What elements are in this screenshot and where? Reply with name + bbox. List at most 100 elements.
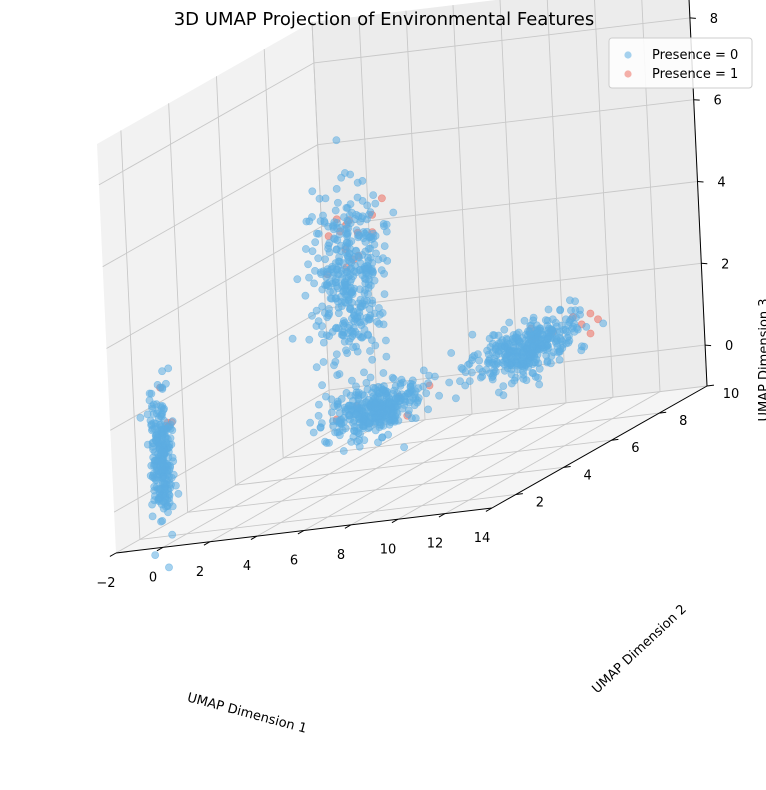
- legend-label-presence-1: Presence = 1: [652, 67, 738, 82]
- point-presence-0: [174, 489, 183, 498]
- point-presence-0: [332, 245, 341, 254]
- point-presence-0: [554, 348, 562, 357]
- point-presence-0: [379, 369, 388, 377]
- point-presence-0: [332, 136, 341, 145]
- x-tick-label: 6: [290, 554, 298, 569]
- point-presence-0: [319, 358, 328, 366]
- point-presence-0: [334, 270, 343, 279]
- point-presence-0: [556, 333, 564, 342]
- point-presence-1: [586, 329, 595, 338]
- point-presence-0: [325, 248, 334, 257]
- point-presence-0: [332, 350, 341, 359]
- x-tick-mark: [156, 546, 164, 552]
- x-tick-label: 10: [380, 542, 397, 557]
- point-presence-0: [349, 418, 357, 427]
- point-presence-0: [305, 273, 313, 282]
- z-tick-label: 6: [714, 94, 722, 109]
- point-presence-0: [361, 398, 370, 407]
- point-presence-0: [158, 367, 166, 376]
- point-presence-0: [372, 413, 380, 422]
- z-tick-label: 2: [721, 257, 729, 272]
- point-presence-0: [530, 352, 538, 361]
- point-presence-0: [370, 276, 379, 285]
- point-presence-0: [322, 331, 331, 340]
- point-presence-0: [389, 374, 398, 383]
- point-presence-0: [333, 371, 342, 379]
- point-presence-0: [321, 281, 329, 289]
- point-presence-0: [343, 216, 352, 225]
- point-presence-0: [366, 347, 374, 355]
- point-presence-0: [476, 373, 485, 382]
- point-presence-0: [524, 362, 533, 371]
- point-presence-0: [368, 296, 377, 305]
- point-presence-0: [328, 279, 337, 288]
- point-presence-0: [378, 433, 387, 442]
- point-presence-0: [147, 426, 156, 435]
- point-presence-0: [451, 394, 460, 403]
- x-tick-label: −2: [96, 576, 115, 591]
- point-presence-0: [374, 438, 382, 447]
- grid-line-z-left: [110, 307, 326, 431]
- point-presence-0: [544, 305, 553, 314]
- point-presence-0: [374, 304, 383, 312]
- x-tick-mark: [438, 513, 446, 518]
- point-presence-0: [337, 173, 346, 182]
- point-presence-0: [513, 348, 521, 357]
- point-presence-0: [331, 294, 340, 303]
- point-presence-0: [356, 295, 365, 304]
- point-presence-0: [344, 401, 353, 410]
- z-axis-label: UMAP Dimension 3: [757, 298, 766, 421]
- point-presence-0: [341, 280, 350, 289]
- point-presence-0: [366, 373, 375, 382]
- point-presence-0: [357, 214, 366, 222]
- point-presence-0: [360, 325, 369, 334]
- point-presence-0: [165, 563, 173, 572]
- point-presence-0: [366, 208, 375, 216]
- point-presence-0: [165, 440, 174, 449]
- point-presence-0: [599, 319, 608, 328]
- point-presence-0: [314, 229, 323, 238]
- point-presence-0: [332, 184, 341, 193]
- point-presence-0: [511, 333, 520, 342]
- point-presence-0: [136, 413, 145, 422]
- point-presence-0: [352, 246, 360, 255]
- point-presence-0: [315, 194, 324, 203]
- point-presence-0: [325, 239, 334, 247]
- point-presence-0: [358, 302, 367, 311]
- point-presence-0: [486, 369, 494, 378]
- point-presence-0: [308, 247, 317, 256]
- point-presence-0: [152, 436, 160, 445]
- point-presence-0: [522, 376, 531, 385]
- point-presence-0: [323, 313, 332, 322]
- point-presence-0: [430, 372, 439, 381]
- point-presence-0: [158, 517, 167, 525]
- point-presence-0: [333, 198, 342, 207]
- point-presence-0: [424, 405, 432, 414]
- point-presence-0: [381, 411, 390, 419]
- point-presence-0: [529, 369, 537, 377]
- point-presence-0: [360, 368, 368, 377]
- y-tick-mark: [515, 493, 523, 495]
- point-presence-0: [343, 267, 351, 276]
- point-presence-0: [517, 339, 526, 348]
- y-tick-label: 10: [723, 387, 740, 402]
- grid-line-z-left: [102, 144, 318, 268]
- y-tick-mark: [706, 384, 715, 387]
- z-tick-label: 0: [725, 339, 733, 354]
- point-presence-0: [354, 388, 363, 397]
- point-presence-0: [526, 321, 535, 330]
- point-presence-0: [306, 418, 314, 427]
- point-presence-0: [339, 447, 348, 455]
- point-presence-0: [571, 297, 579, 306]
- grid-line-x-floor: [303, 408, 520, 531]
- grid-line-z-back: [325, 262, 702, 309]
- point-presence-0: [321, 255, 329, 264]
- point-presence-0: [465, 377, 474, 385]
- point-presence-0: [288, 334, 297, 343]
- point-presence-0: [345, 239, 354, 247]
- point-presence-0: [148, 512, 157, 521]
- point-presence-0: [153, 485, 162, 493]
- point-presence-0: [507, 358, 516, 366]
- point-presence-0: [400, 443, 408, 452]
- point-presence-0: [369, 191, 378, 199]
